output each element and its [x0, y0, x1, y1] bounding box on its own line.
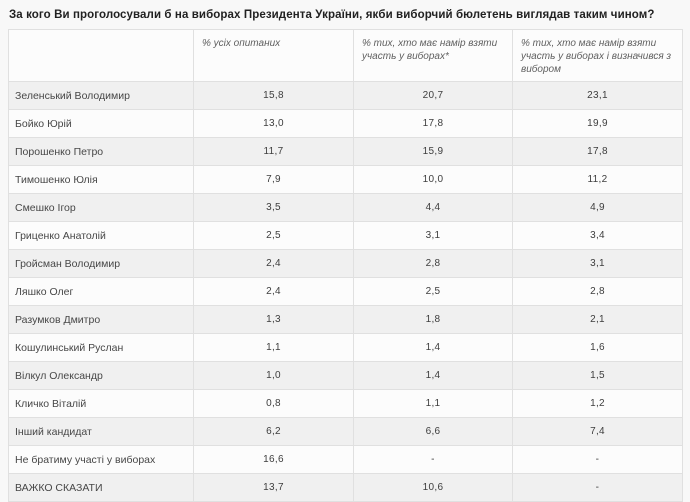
- candidate-name: Порошенко Петро: [8, 137, 194, 166]
- value-all-respondents: 2,5: [193, 221, 354, 250]
- value-intend-to-vote: 10,6: [353, 473, 513, 502]
- value-decided-voters: 1,6: [512, 333, 683, 362]
- table-row: ВАЖКО СКАЗАТИ 13,7 10,6 -: [8, 473, 683, 502]
- candidate-name: Разумков Дмитро: [8, 305, 194, 334]
- value-decided-voters: -: [512, 473, 683, 502]
- value-intend-to-vote: 20,7: [353, 81, 513, 110]
- value-all-respondents: 1,1: [193, 333, 354, 362]
- candidate-name: Кличко Віталій: [8, 389, 194, 418]
- value-all-respondents: 2,4: [193, 277, 354, 306]
- table-row: Разумков Дмитро 1,3 1,8 2,1: [8, 305, 683, 334]
- value-all-respondents: 13,7: [193, 473, 354, 502]
- value-all-respondents: 0,8: [193, 389, 354, 418]
- value-decided-voters: 7,4: [512, 417, 683, 446]
- value-all-respondents: 6,2: [193, 417, 354, 446]
- table-row: Ляшко Олег 2,4 2,5 2,8: [8, 277, 683, 306]
- value-all-respondents: 11,7: [193, 137, 354, 166]
- table-row: Порошенко Петро 11,7 15,9 17,8: [8, 137, 683, 166]
- value-intend-to-vote: 4,4: [353, 193, 513, 222]
- candidate-name: Не братиму участі у виборах: [8, 445, 194, 474]
- table-row: Гриценко Анатолій 2,5 3,1 3,4: [8, 221, 683, 250]
- value-decided-voters: 19,9: [512, 109, 683, 138]
- value-all-respondents: 7,9: [193, 165, 354, 194]
- value-decided-voters: 1,2: [512, 389, 683, 418]
- candidate-name: Смешко Ігор: [8, 193, 194, 222]
- value-intend-to-vote: 3,1: [353, 221, 513, 250]
- value-decided-voters: 23,1: [512, 81, 683, 110]
- candidate-name: Ляшко Олег: [8, 277, 194, 306]
- value-intend-to-vote: 1,4: [353, 361, 513, 390]
- candidate-name: Вілкул Олександр: [8, 361, 194, 390]
- table-row: Зеленський Володимир 15,8 20,7 23,1: [8, 81, 683, 110]
- value-all-respondents: 1,0: [193, 361, 354, 390]
- table-row: Гройсман Володимир 2,4 2,8 3,1: [8, 249, 683, 278]
- value-intend-to-vote: 1,8: [353, 305, 513, 334]
- value-decided-voters: 11,2: [512, 165, 683, 194]
- table-row: Інший кандидат 6,2 6,6 7,4: [8, 417, 683, 446]
- column-header-all-respondents: % усіх опитаних: [193, 29, 354, 82]
- value-intend-to-vote: 2,5: [353, 277, 513, 306]
- value-all-respondents: 16,6: [193, 445, 354, 474]
- candidate-name: Тимошенко Юлія: [8, 165, 194, 194]
- value-decided-voters: 3,4: [512, 221, 683, 250]
- value-intend-to-vote: 10,0: [353, 165, 513, 194]
- column-header-intend-to-vote: % тих, хто має намір взяти участь у вибо…: [353, 29, 513, 82]
- value-decided-voters: 2,1: [512, 305, 683, 334]
- value-all-respondents: 2,4: [193, 249, 354, 278]
- value-all-respondents: 15,8: [193, 81, 354, 110]
- candidate-name: Бойко Юрій: [8, 109, 194, 138]
- table-row: Кличко Віталій 0,8 1,1 1,2: [8, 389, 683, 418]
- value-intend-to-vote: 1,1: [353, 389, 513, 418]
- value-intend-to-vote: 17,8: [353, 109, 513, 138]
- value-decided-voters: 4,9: [512, 193, 683, 222]
- value-decided-voters: -: [512, 445, 683, 474]
- value-intend-to-vote: -: [353, 445, 513, 474]
- value-intend-to-vote: 15,9: [353, 137, 513, 166]
- value-decided-voters: 3,1: [512, 249, 683, 278]
- table-row: Вілкул Олександр 1,0 1,4 1,5: [8, 361, 683, 390]
- candidate-name: Гриценко Анатолій: [8, 221, 194, 250]
- value-all-respondents: 3,5: [193, 193, 354, 222]
- header-row: % усіх опитаних % тих, хто має намір взя…: [8, 29, 683, 82]
- column-header-candidate: [8, 29, 194, 82]
- value-intend-to-vote: 2,8: [353, 249, 513, 278]
- value-intend-to-vote: 6,6: [353, 417, 513, 446]
- candidate-name: Зеленський Володимир: [8, 81, 194, 110]
- table-row: Не братиму участі у виборах 16,6 - -: [8, 445, 683, 474]
- candidate-name: Інший кандидат: [8, 417, 194, 446]
- candidate-name: Гройсман Володимир: [8, 249, 194, 278]
- table-row: Бойко Юрій 13,0 17,8 19,9: [8, 109, 683, 138]
- candidate-name: ВАЖКО СКАЗАТИ: [8, 473, 194, 502]
- value-intend-to-vote: 1,4: [353, 333, 513, 362]
- candidate-name: Кошулинський Руслан: [8, 333, 194, 362]
- value-decided-voters: 1,5: [512, 361, 683, 390]
- value-all-respondents: 13,0: [193, 109, 354, 138]
- poll-results-table: % усіх опитаних % тих, хто має намір взя…: [8, 29, 683, 502]
- table-row: Смешко Ігор 3,5 4,4 4,9: [8, 193, 683, 222]
- table-row: Тимошенко Юлія 7,9 10,0 11,2: [8, 165, 683, 194]
- value-decided-voters: 2,8: [512, 277, 683, 306]
- value-all-respondents: 1,3: [193, 305, 354, 334]
- page-title: За кого Ви проголосували б на виборах Пр…: [9, 9, 655, 21]
- value-decided-voters: 17,8: [512, 137, 683, 166]
- column-header-decided-voters: % тих, хто має намір взяти участь у вибо…: [512, 29, 683, 82]
- table-row: Кошулинський Руслан 1,1 1,4 1,6: [8, 333, 683, 362]
